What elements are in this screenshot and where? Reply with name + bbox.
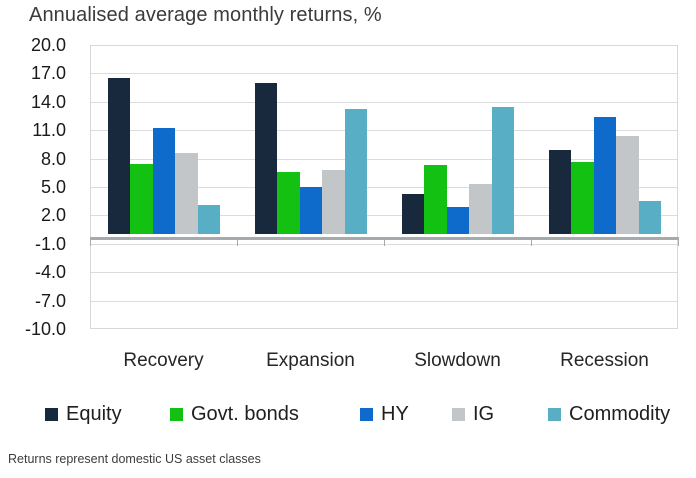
legend-swatch-icon-hy: [360, 407, 373, 421]
gridline: [91, 130, 677, 132]
bar-govt-bonds-recession: [571, 162, 594, 235]
legend-swatch-icon-ig: [452, 407, 465, 421]
y-tick-label: 11.0: [32, 120, 66, 141]
gridline: [91, 272, 677, 274]
gridline: [91, 101, 677, 103]
bar-ig-slowdown: [469, 184, 492, 235]
bar-ig-recession: [616, 135, 639, 235]
y-tick-label: -1.0: [34, 233, 66, 254]
y-tick-label: 20.0: [30, 35, 66, 55]
y-tick-label: -7.0: [34, 290, 66, 311]
x-category-label-slowdown: Slowdown: [414, 350, 501, 371]
bar-ig-recovery: [175, 152, 198, 235]
bar-govt-bonds-expansion: [277, 171, 300, 235]
legend-item-govt-bonds: Govt. bonds: [170, 401, 299, 427]
bar-commodity-slowdown: [491, 106, 514, 235]
gridline: [91, 73, 677, 75]
legend-swatch-icon-commodity: [548, 407, 561, 421]
bar-commodity-recovery: [197, 205, 220, 235]
x-category-label-recession: Recession: [560, 350, 649, 371]
gridline: [91, 158, 677, 160]
bar-commodity-recession: [638, 201, 661, 235]
bar-equity-recovery: [107, 78, 130, 235]
bar-commodity-expansion: [344, 109, 367, 235]
legend-label-ig: IG: [473, 402, 495, 425]
bar-ig-expansion: [322, 170, 345, 235]
x-axis-tick: [90, 237, 91, 246]
legend-label-govt-bonds: Govt. bonds: [191, 402, 299, 425]
y-tick-label: 8.0: [40, 148, 66, 169]
x-category-label-expansion: Expansion: [266, 350, 355, 371]
bar-hy-recession: [593, 116, 616, 235]
legend-item-hy: HY: [360, 401, 409, 427]
y-tick-label: -10.0: [24, 319, 66, 339]
bar-hy-expansion: [299, 187, 322, 235]
legend-item-commodity: Commodity: [548, 401, 670, 427]
legend-swatch-icon-equity: [45, 407, 58, 421]
footnote: Returns represent domestic US asset clas…: [8, 452, 261, 466]
bar-hy-recovery: [152, 128, 175, 235]
plot-area: [90, 45, 678, 329]
bar-govt-bonds-slowdown: [424, 165, 447, 235]
bar-equity-slowdown: [401, 193, 424, 235]
y-tick-label: -4.0: [34, 262, 66, 283]
legend-swatch-icon-govt-bonds: [170, 407, 183, 421]
gridline: [91, 215, 677, 217]
gridline: [91, 187, 677, 188]
x-axis-tick: [384, 237, 385, 246]
legend-label-commodity: Commodity: [569, 402, 671, 425]
gridline: [91, 300, 677, 302]
y-tick-label: 14.0: [30, 91, 66, 112]
y-tick-label: 5.0: [40, 177, 66, 197]
bar-govt-bonds-recovery: [130, 164, 153, 235]
x-category-label-recovery: Recovery: [123, 350, 204, 371]
y-tick-label: 17.0: [30, 63, 66, 84]
bar-hy-slowdown: [446, 206, 469, 235]
x-axis-tick: [678, 237, 679, 246]
legend-label-hy: HY: [381, 402, 409, 425]
bar-equity-recession: [548, 150, 571, 235]
bar-equity-expansion: [254, 82, 277, 235]
legend-item-equity: Equity: [45, 401, 122, 427]
y-tick-label: 2.0: [40, 205, 66, 226]
x-axis-tick: [531, 237, 532, 246]
legend-item-ig: IG: [452, 401, 494, 427]
legend-label-equity: Equity: [66, 402, 122, 425]
x-axis-tick: [237, 237, 238, 246]
chart-title: Annualised average monthly returns, %: [29, 4, 382, 26]
